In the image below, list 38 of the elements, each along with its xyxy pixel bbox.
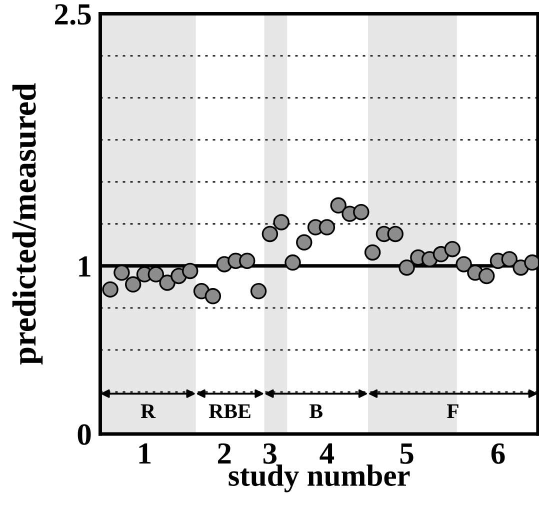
x-tick-label: 4 [320, 443, 334, 464]
point [159, 274, 176, 291]
x-axis-title: study number [228, 464, 410, 492]
point [102, 281, 118, 298]
annotation: R [140, 404, 156, 418]
point [182, 262, 198, 280]
point [478, 268, 495, 284]
x-tick-label: 1 [139, 443, 151, 464]
point [353, 204, 370, 220]
x-tick-label: 3 [263, 443, 277, 464]
x-tick-label: 6 [491, 443, 505, 464]
point [296, 234, 312, 250]
point [318, 219, 336, 236]
point [114, 264, 130, 281]
point [398, 259, 415, 276]
y-axis-title: predicted/measured [12, 83, 43, 365]
annotation: RBE [208, 404, 250, 418]
point [204, 288, 222, 304]
point [273, 214, 290, 230]
point [284, 254, 301, 271]
point [330, 197, 346, 214]
annotation: B [310, 404, 322, 418]
point [262, 226, 278, 242]
x-tick-label: 2 [218, 443, 231, 464]
y-tick-label: 0 [78, 424, 91, 445]
y-tick-label: 2.5 [55, 4, 91, 25]
point [250, 283, 267, 300]
point [456, 256, 472, 272]
point [387, 226, 404, 242]
annotation: F [446, 404, 458, 418]
y-tick-label: 1 [79, 256, 90, 277]
point [444, 240, 461, 258]
point [148, 266, 164, 282]
x-tick-label: 5 [400, 444, 414, 464]
point [501, 251, 518, 268]
point [124, 276, 142, 293]
point [239, 252, 256, 269]
point [364, 244, 381, 261]
